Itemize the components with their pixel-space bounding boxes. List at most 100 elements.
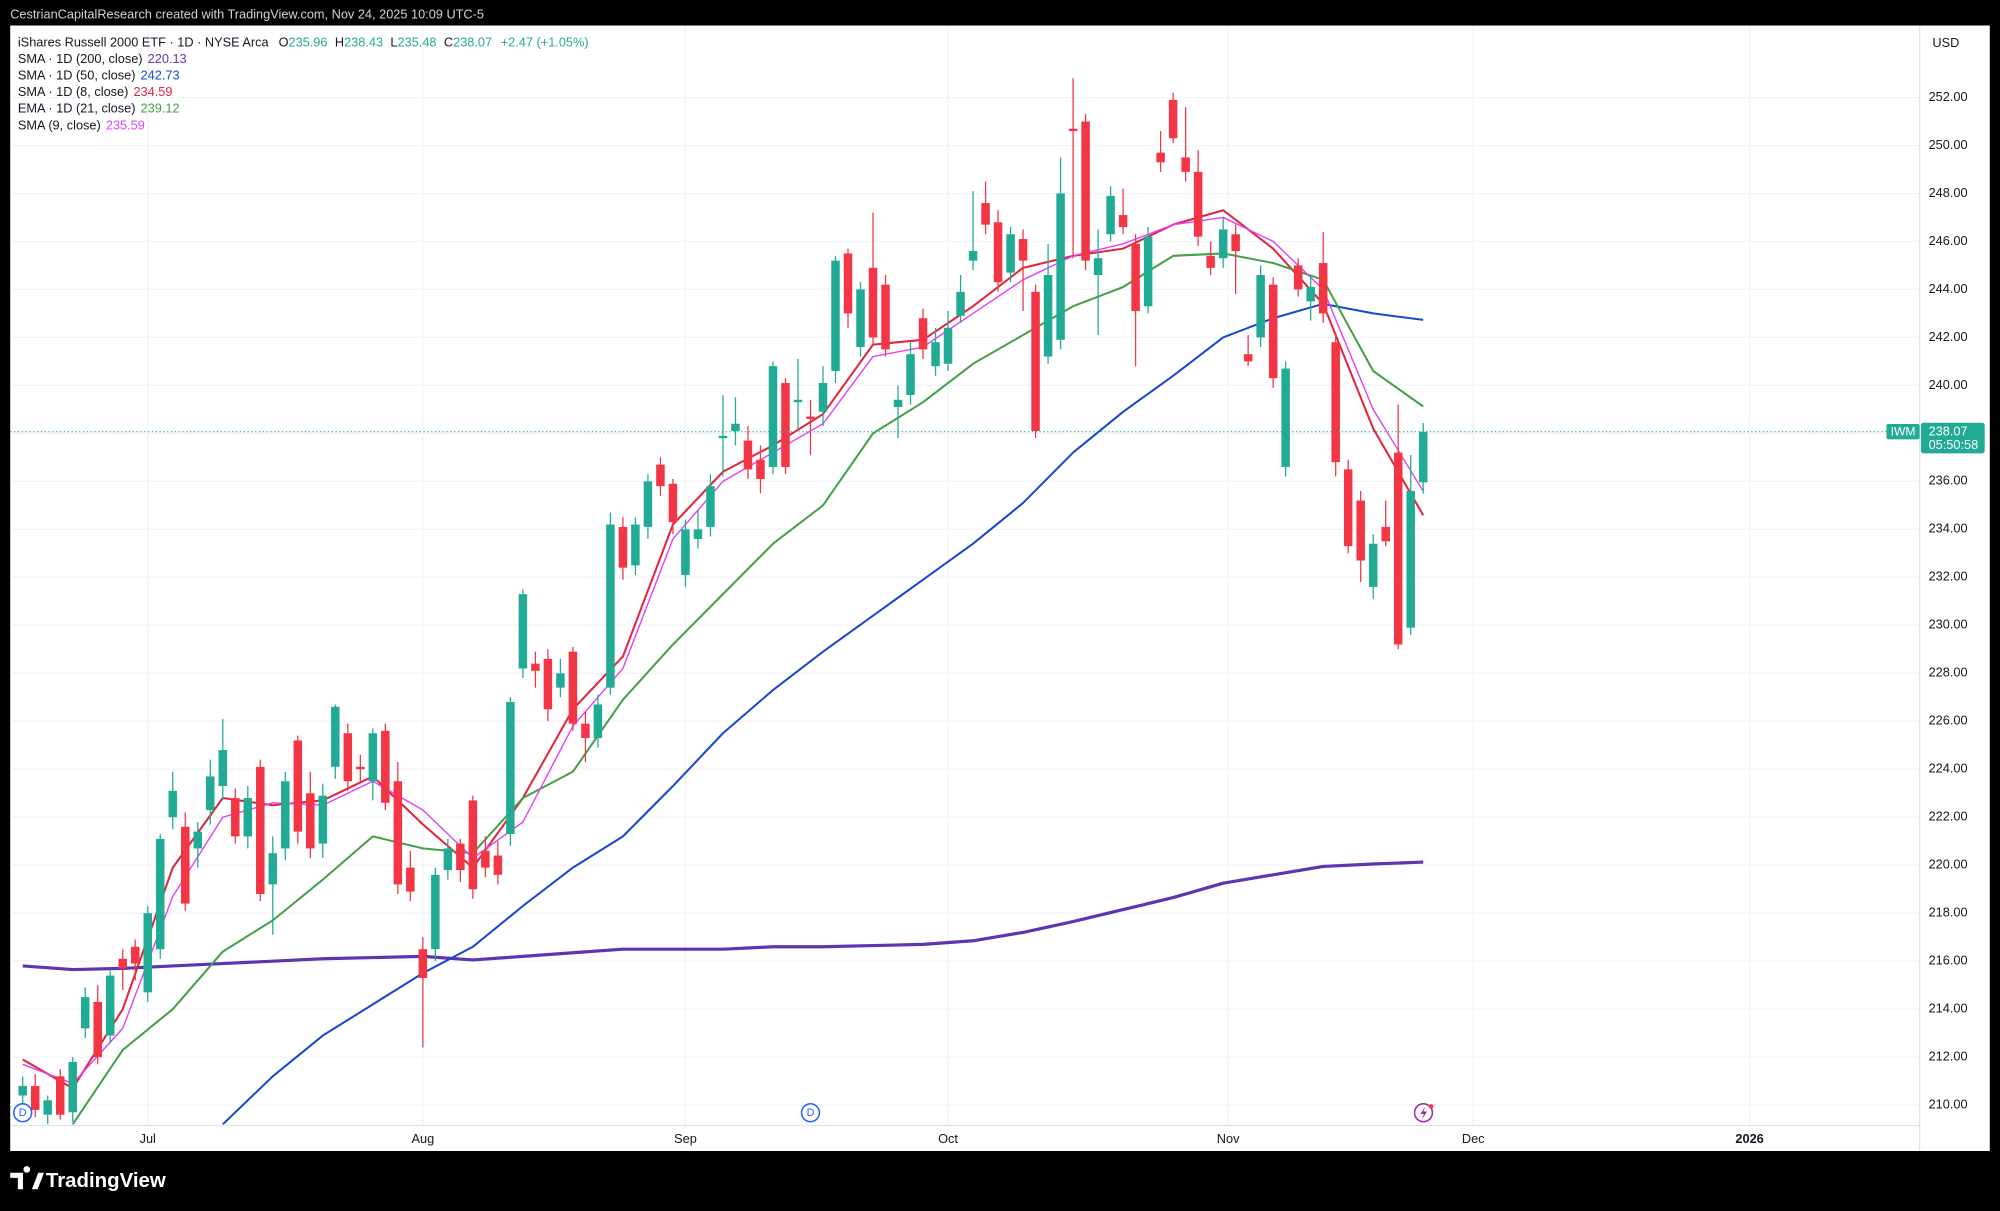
candle-body: [1281, 368, 1290, 467]
alert-marker: [1413, 1103, 1434, 1123]
credit: CestrianCapitalResearch created with Tra…: [10, 7, 484, 22]
candle-body: [156, 838, 165, 950]
candle-body: [1268, 284, 1278, 379]
grid: [10, 25, 1920, 1126]
indicator-value: 235.59: [106, 118, 145, 133]
candle-body: [356, 766, 365, 770]
candle-body: [1343, 469, 1353, 547]
indicator-value: 220.13: [148, 51, 187, 66]
event-label: D: [19, 1107, 27, 1119]
candle-body: [293, 740, 303, 832]
candle-body: [381, 730, 390, 803]
y-tick-label: 236.00: [1929, 473, 1968, 488]
candle-body: [581, 723, 590, 739]
candle-body: [681, 529, 690, 575]
candle-body: [543, 658, 553, 710]
indicator-line: [22, 860, 1424, 972]
candle-body: [306, 793, 315, 849]
candle-body: [80, 997, 90, 1029]
candle-body: [531, 663, 540, 671]
x-tick-label: Sep: [674, 1131, 697, 1146]
candle-body: [893, 399, 903, 407]
candle-body: [1306, 287, 1315, 302]
chart-area: [10, 25, 1990, 1152]
symbol-label: IWM: [1891, 425, 1916, 439]
ohlc-letter: L: [390, 35, 397, 50]
candle-body: [1181, 157, 1190, 172]
candle-body: [1206, 255, 1215, 268]
candle-body: [643, 481, 653, 527]
candle-body: [906, 354, 915, 395]
candle-body: [406, 867, 415, 892]
candle-body: [318, 795, 328, 844]
candle-body: [693, 529, 703, 539]
candle-body: [768, 366, 778, 467]
candle-body: [556, 673, 565, 688]
candle-body: [1081, 121, 1090, 261]
candle-body: [631, 524, 640, 566]
candle-body: [331, 706, 340, 767]
candle-body: [968, 251, 978, 261]
candle-body: [443, 848, 453, 870]
candle-body: [1056, 193, 1065, 340]
candle-body: [118, 958, 127, 969]
candle-body: [1256, 275, 1265, 338]
candle-body: [481, 850, 490, 868]
x-tick-label: Oct: [938, 1131, 958, 1146]
candle-body: [843, 253, 853, 314]
x-tick-label: Nov: [1217, 1131, 1240, 1146]
candle-body: [456, 843, 465, 870]
y-tick-label: 222.00: [1929, 809, 1968, 824]
candle-body: [68, 1061, 77, 1113]
candle-body: [1156, 152, 1165, 163]
candle-body: [393, 781, 403, 885]
candle-body: [105, 975, 115, 1036]
candle-body: [831, 260, 840, 371]
candle-body: [343, 733, 353, 782]
candle-body: [1118, 215, 1128, 228]
y-tick-label: 214.00: [1929, 1001, 1968, 1016]
candle-body: [1143, 236, 1153, 307]
indicator-value: 234.59: [133, 85, 172, 100]
indicator-legend-entry: EMA · 1D (21, close) 239.12: [18, 101, 180, 116]
candle-body: [30, 1085, 40, 1110]
indicator-legend-entry: SMA (9, close) 235.59: [18, 118, 145, 133]
candle-body: [1243, 354, 1253, 362]
candle-body: [181, 826, 190, 904]
candle-body: [718, 435, 728, 439]
x-tick-label: Dec: [1462, 1131, 1485, 1146]
candle-body: [618, 526, 628, 568]
y-tick-label: 252.00: [1929, 89, 1968, 104]
indicator-value: 242.73: [141, 68, 180, 83]
x-tick-label: Jul: [140, 1131, 156, 1146]
candle-body: [793, 399, 803, 403]
candle-body: [1018, 239, 1028, 261]
candle-body: [856, 289, 865, 347]
candle-body: [818, 382, 828, 412]
candle-body: [368, 733, 378, 782]
candle-body: [1068, 128, 1078, 132]
candle-body: [931, 342, 940, 367]
candle-body: [18, 1085, 27, 1096]
candle-body: [981, 203, 990, 225]
y-tick-label: 216.00: [1929, 953, 1968, 968]
candle-body: [956, 291, 965, 316]
candle-body: [143, 913, 153, 993]
candle-body: [418, 949, 428, 978]
candle-body: [731, 423, 740, 431]
candle-body: [781, 382, 790, 467]
footer: [0, 1151, 2000, 1211]
candle-body: [1331, 342, 1340, 463]
candle-body: [918, 318, 928, 350]
candle-body: [1318, 263, 1328, 314]
candle-body: [993, 222, 1003, 283]
y-tick-label: 240.00: [1929, 377, 1968, 392]
currency: USD: [1932, 35, 1959, 50]
title: iShares Russell 2000 ETF · 1D · NYSE Arc…: [18, 35, 270, 50]
candle-body: [568, 651, 578, 724]
candle-body: [1093, 258, 1103, 276]
candle-body: [1381, 526, 1390, 542]
y-tick-label: 228.00: [1929, 665, 1968, 680]
